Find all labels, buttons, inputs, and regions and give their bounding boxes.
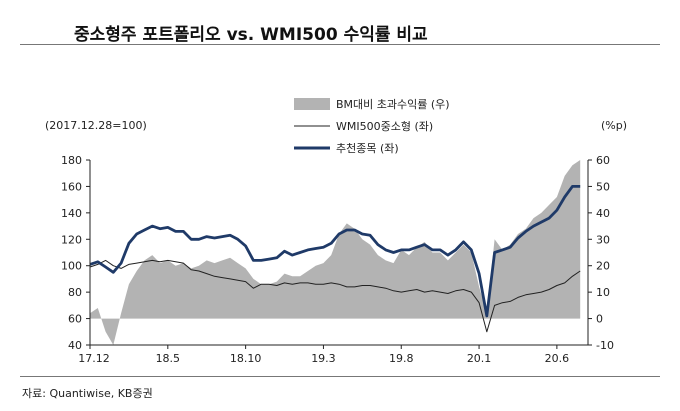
comparison-chart: (2017.12.28=100) (%p) BM대비 초과수익률 (우) WMI5… — [45, 98, 627, 365]
source-note: 자료: Quantiwise, KB증권 — [22, 387, 153, 400]
y-left-tick-label: 80 — [68, 286, 82, 299]
y-right-tick-label: -10 — [596, 339, 614, 352]
y-right-tick-label: 30 — [596, 233, 610, 246]
y-right-tick-label: 0 — [596, 313, 603, 326]
y-right-tick-label: 10 — [596, 286, 610, 299]
y-right-tick-label: 20 — [596, 260, 610, 273]
x-tick-label: 19.3 — [311, 352, 336, 365]
y-left-tick-label: 160 — [61, 180, 82, 193]
y-left-tick-label: 140 — [61, 207, 82, 220]
right-axis-unit: (%p) — [601, 119, 627, 132]
y-left-tick-label: 180 — [61, 154, 82, 167]
x-tick-label: 20.1 — [467, 352, 492, 365]
y-right-tick-label: 40 — [596, 207, 610, 220]
y-left-tick-label: 40 — [68, 339, 82, 352]
y-left-tick-label: 120 — [61, 233, 82, 246]
series-line-wmi500 — [89, 259, 581, 333]
series-area-excess-return — [90, 160, 581, 345]
y-right-tick-label: 50 — [596, 180, 610, 193]
base-note: (2017.12.28=100) — [45, 119, 147, 132]
axes: 40 60 80 100 120 140 160 180 -10 0 10 20 30 40 50 60 17.… — [61, 154, 614, 365]
series-line-recommended — [89, 184, 581, 318]
title-divider — [20, 44, 660, 45]
plot-area — [89, 160, 581, 345]
x-tick-label: 18.10 — [230, 352, 262, 365]
x-tick-label: 20.6 — [545, 352, 570, 365]
x-tick-label: 19.8 — [389, 352, 414, 365]
legend-label: BM대비 초과수익률 (우) — [336, 98, 450, 111]
x-tick-label: 17.12 — [78, 352, 110, 365]
y-left-tick-label: 100 — [61, 260, 82, 273]
y-left-tick-label: 60 — [68, 313, 82, 326]
legend: BM대비 초과수익률 (우) WMI500중소형 (좌) 추천종목 (좌) — [294, 98, 450, 155]
source-divider — [20, 376, 660, 377]
x-tick-label: 18.5 — [156, 352, 181, 365]
y-right-tick-label: 60 — [596, 154, 610, 167]
legend-label: WMI500중소형 (좌) — [336, 120, 433, 133]
chart-title: 중소형주 포트폴리오 vs. WMI500 수익률 비교 — [74, 25, 428, 45]
legend-label: 추천종목 (좌) — [336, 141, 399, 155]
legend-swatch-area — [294, 98, 330, 110]
